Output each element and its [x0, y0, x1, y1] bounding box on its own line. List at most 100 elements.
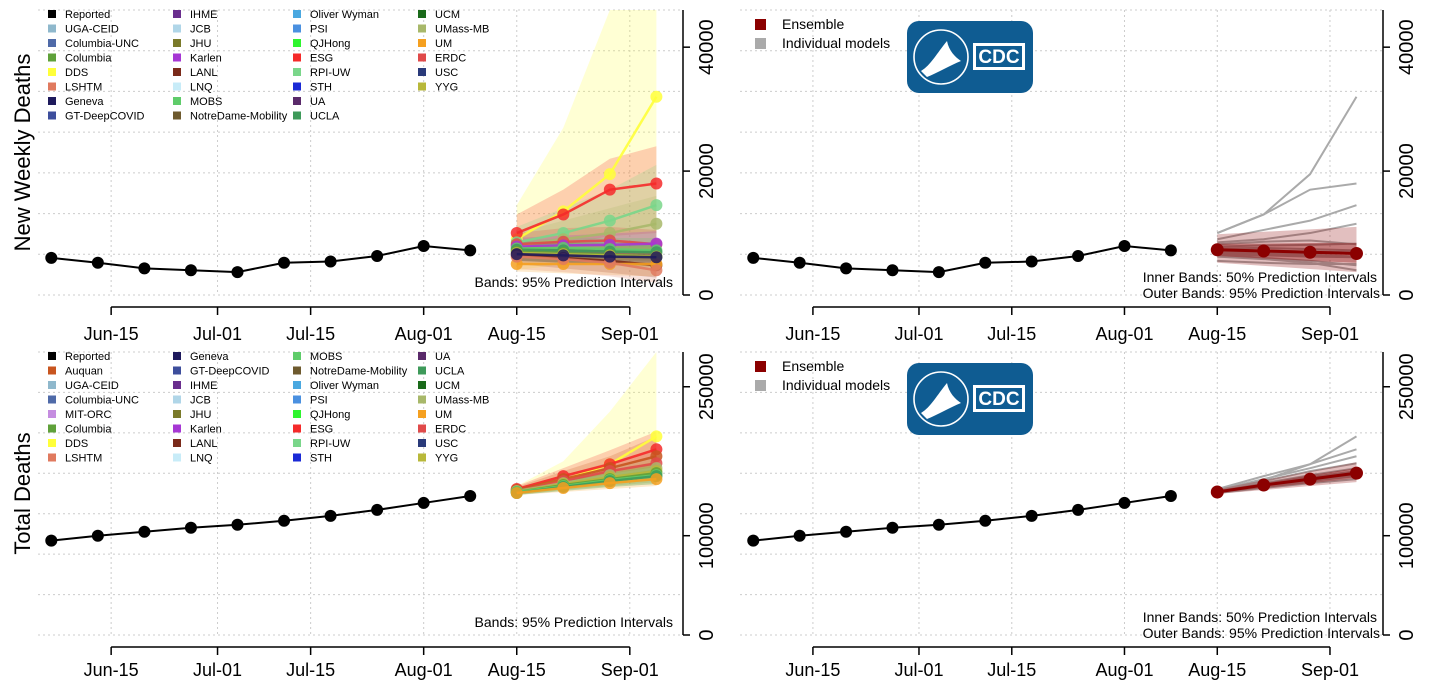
reported-point [1164, 244, 1177, 257]
legend-label: QJHong [310, 38, 350, 50]
legend-item: ESG [293, 53, 333, 65]
point-RPI-UW [603, 214, 616, 227]
legend-swatch [173, 53, 181, 62]
reported-point [840, 525, 853, 538]
legend-item: UGA-CEID [48, 380, 119, 392]
y-tick-label: 0 [1396, 629, 1418, 640]
point-ESG [603, 183, 616, 196]
series-reported [45, 240, 477, 279]
x-tick-label: Aug-15 [1188, 324, 1246, 344]
legend-label: ESG [310, 424, 333, 436]
ensemble-point [1303, 245, 1317, 259]
hhs-eagle-shape [921, 383, 961, 419]
legend: Reported Auquan UGA-CEID Columbia-UNC MIT-OR… [48, 351, 489, 465]
series-reported [45, 489, 477, 547]
ensemble-point [1349, 466, 1363, 480]
x-axis: Jun-15 Jul-01 Jul-15 Aug-01 Aug-15 Sep-01 [785, 306, 1359, 344]
band-ESG [516, 431, 657, 493]
legend-label: GT-DeepCOVID [190, 366, 270, 378]
y-tick-label: 0 [696, 289, 718, 300]
legend-label: Columbia-UNC [65, 395, 139, 407]
legend-item: ESG [293, 424, 333, 436]
reported-point [417, 496, 430, 509]
panel-weekly-all-models: Jun-15 Jul-01 Jul-15 Aug-01 Aug-15 Sep-01 0 200… [10, 9, 718, 344]
ensemble-point [1303, 472, 1317, 486]
legend-item: QJHong [293, 409, 350, 421]
legend-swatch [293, 39, 301, 47]
y-tick-label: 250000 [696, 353, 718, 420]
point-ESG [510, 227, 523, 240]
legend-swatch [418, 395, 426, 404]
x-tick-label: Aug-15 [488, 324, 546, 344]
legend-label: MOBS [190, 96, 222, 108]
legend-swatch [173, 39, 181, 47]
reported-point [184, 264, 197, 277]
outer-band-note: Outer Bands: 95% Prediction Intervals [1143, 625, 1380, 641]
x-tick-label: Jul-15 [286, 660, 335, 680]
y-axis: 0 100000 250000 [1382, 352, 1418, 641]
legend-swatch [293, 82, 301, 91]
legend-swatch [293, 24, 301, 33]
reported-point [464, 489, 477, 502]
legend-label: Oliver Wyman [310, 9, 379, 21]
legend-label: UM [435, 38, 452, 50]
legend-swatch [418, 82, 426, 91]
legend-swatch [293, 68, 301, 76]
reported-point [138, 262, 151, 275]
legend-label: LSHTM [65, 82, 102, 94]
series-Geneva [510, 248, 663, 264]
legend-label: GT-DeepCOVID [65, 111, 145, 123]
line-UM [516, 477, 657, 495]
point-DDS [650, 430, 663, 443]
row-ylabel: New Weekly Deaths [10, 54, 35, 252]
x-tick-label: Aug-01 [1095, 324, 1153, 344]
point-UM [603, 477, 616, 490]
legend-label: Karlen [190, 424, 222, 436]
legend-item: RPI-UW [293, 67, 351, 79]
legend-label: PSI [310, 24, 328, 36]
legend-label: QJHong [310, 409, 350, 421]
legend-swatch [48, 39, 56, 47]
legend-swatch [293, 381, 301, 389]
legend-label: USC [435, 67, 458, 79]
reported-point [979, 514, 992, 527]
ensemble-band-95 [1217, 226, 1357, 273]
legend-label: MIT-ORC [65, 409, 111, 421]
legend-item: LNQ [173, 82, 213, 94]
cdc-wordmark-inner [976, 46, 1022, 67]
individual-model-line [1217, 478, 1357, 494]
hhs-eagle-shape [921, 41, 961, 77]
series-UM [510, 473, 663, 500]
legend-item: Columbia [48, 424, 112, 436]
legend-item: Individual models [755, 35, 890, 51]
legend-swatch [755, 361, 766, 372]
legend-label: YYG [435, 453, 458, 465]
legend-swatch [173, 97, 181, 105]
point-DDS [603, 168, 616, 181]
legend-label: PSI [310, 395, 328, 407]
legend-item: STH [293, 453, 332, 465]
legend-label: Oliver Wyman [310, 380, 379, 392]
reported-point [1118, 496, 1131, 509]
legend-label: NotreDame-Mobility [310, 366, 408, 378]
legend-item: UM [418, 38, 452, 50]
ensemble-line [1217, 471, 1357, 494]
x-tick-label: Jul-01 [894, 324, 943, 344]
legend-swatch [418, 68, 426, 76]
reported-point [184, 521, 197, 534]
ensemble-line [1217, 248, 1357, 255]
legend-swatch [48, 10, 56, 18]
legend-label: Columbia-UNC [65, 38, 139, 50]
x-tick-label: Jun-15 [785, 324, 840, 344]
reported-point [1072, 249, 1085, 262]
point-Geneva [650, 251, 663, 264]
legend-label: Reported [65, 351, 110, 363]
legend-swatch [48, 410, 56, 418]
x-tick-label: Sep-01 [601, 660, 659, 680]
reported-point [45, 251, 58, 264]
panel-weekly-ensemble: Jun-15 Jul-01 Jul-15 Aug-01 Aug-15 Sep-01 0 200… [740, 9, 1418, 344]
x-tick-label: Jul-15 [987, 660, 1036, 680]
legend-label: UGA-CEID [65, 380, 119, 392]
legend-swatch [48, 439, 56, 447]
